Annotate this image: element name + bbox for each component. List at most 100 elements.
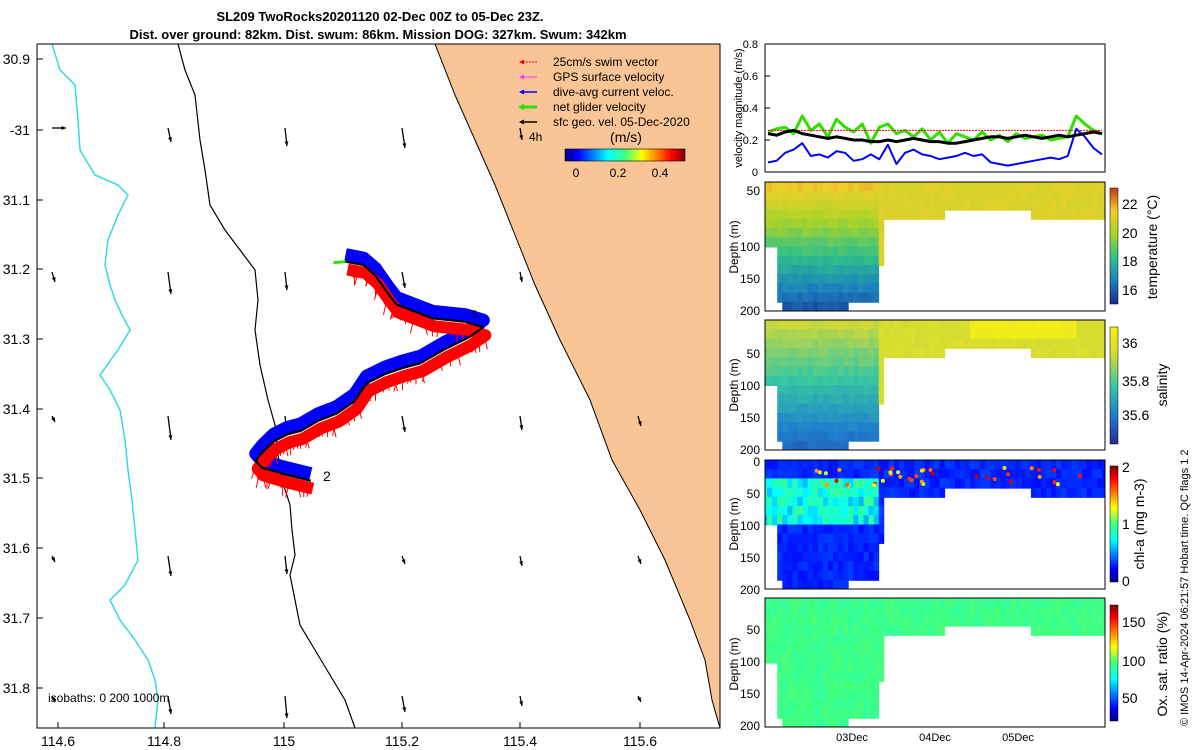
section-cell: [980, 616, 986, 627]
section-cell: [1030, 625, 1037, 636]
section-cell: [838, 680, 844, 692]
section-cell: [833, 394, 839, 405]
section-cell: [873, 329, 880, 340]
section-cell: [944, 200, 951, 211]
section-cell: [772, 487, 778, 498]
section-cell: [1096, 607, 1103, 618]
section-cell: [765, 598, 768, 609]
section-cell: [838, 634, 844, 646]
section-cell: [878, 460, 885, 471]
section-cell: [782, 394, 788, 405]
section-cell: [777, 191, 783, 202]
section-cell: [1010, 200, 1017, 211]
section-cell: [853, 264, 859, 276]
section-cell: [765, 644, 768, 655]
section-cell: [1005, 616, 1012, 627]
temp-c-label: temperature (°C): [1144, 195, 1160, 299]
section-cell: [868, 366, 875, 377]
section-cell: [843, 533, 849, 544]
section-cell: [777, 228, 783, 239]
section-cell: [990, 469, 996, 480]
section-cell: [802, 671, 809, 682]
section-cell: [1086, 598, 1093, 609]
section-cell: [1091, 338, 1098, 349]
section-cell: [959, 200, 966, 211]
section-cell: [777, 329, 783, 340]
colorbar-title: (m/s): [610, 129, 642, 145]
section-cell: [863, 218, 869, 230]
section-cell: [848, 200, 854, 211]
section-cell: [792, 283, 798, 294]
section-cell: [822, 598, 829, 609]
vel-y-tick: 0: [752, 167, 758, 179]
lat-tick-label: 31.4: [3, 401, 30, 417]
section-cell: [893, 487, 900, 498]
section-cell: [807, 561, 814, 572]
section-cell: [817, 338, 824, 349]
section-cell: [944, 616, 951, 627]
section-cell: [1000, 598, 1007, 609]
section-cell: [1096, 320, 1103, 331]
section-cell: [858, 412, 864, 424]
section-cell: [812, 662, 819, 673]
section-cell: [868, 533, 875, 544]
section-cell: [782, 329, 788, 340]
section-cell: [787, 385, 793, 396]
section-cell: [767, 634, 773, 646]
section-cell: [970, 469, 976, 480]
geo-vector-head: [637, 421, 642, 426]
legend-item-gps: GPS surface velocity: [553, 70, 664, 84]
section-cell: [848, 218, 854, 230]
section-cell: [817, 662, 824, 673]
section-cell: [827, 478, 834, 489]
section-cell: [873, 218, 880, 230]
section-cell: [765, 237, 768, 248]
section-cell: [939, 487, 946, 498]
section-cell: [833, 274, 839, 285]
section-cell: [817, 357, 824, 368]
section-cell: [883, 478, 890, 489]
section-cell: [772, 357, 778, 368]
section-cell: [919, 320, 925, 331]
geo-vector: [52, 126, 66, 130]
section-cell: [848, 264, 854, 276]
section-cell: [878, 182, 885, 193]
section-cell: [1025, 598, 1032, 609]
section-cell: [878, 653, 885, 664]
section-cell: [893, 460, 900, 471]
section-cell: [787, 496, 793, 508]
section-cell: [939, 607, 946, 618]
section-cell: [858, 625, 864, 636]
geo-vector-head: [51, 557, 55, 562]
section-cell: [817, 616, 824, 627]
section-cell: [787, 671, 793, 682]
section-cell: [777, 598, 783, 609]
section-cell: [792, 182, 798, 193]
section-cell: [975, 607, 981, 618]
section-cell: [848, 653, 854, 664]
geo-vector: [519, 271, 524, 283]
section-cell: [893, 347, 900, 359]
section-cell: [782, 506, 788, 517]
section-cell: [777, 469, 783, 480]
section-cell: [863, 496, 869, 508]
section-cell: [797, 506, 804, 517]
section-cell: [777, 357, 783, 368]
section-cell: [1061, 182, 1067, 193]
section-cell: [848, 699, 854, 710]
section-cell: [853, 338, 859, 349]
section-cell: [838, 570, 844, 581]
section-cell: [802, 552, 809, 563]
section-cell: [878, 329, 885, 340]
section-cell: [827, 182, 834, 193]
section-cell: [1091, 209, 1098, 220]
section-cell: [858, 515, 864, 526]
section-cell: [833, 699, 839, 710]
section-cell: [772, 616, 778, 627]
section-cell: [1041, 598, 1047, 609]
section-cell: [853, 385, 859, 396]
section-cell: [919, 607, 925, 618]
section-cell: [848, 246, 854, 257]
chl-sample-dot: [814, 468, 819, 473]
section-cell: [843, 561, 849, 572]
